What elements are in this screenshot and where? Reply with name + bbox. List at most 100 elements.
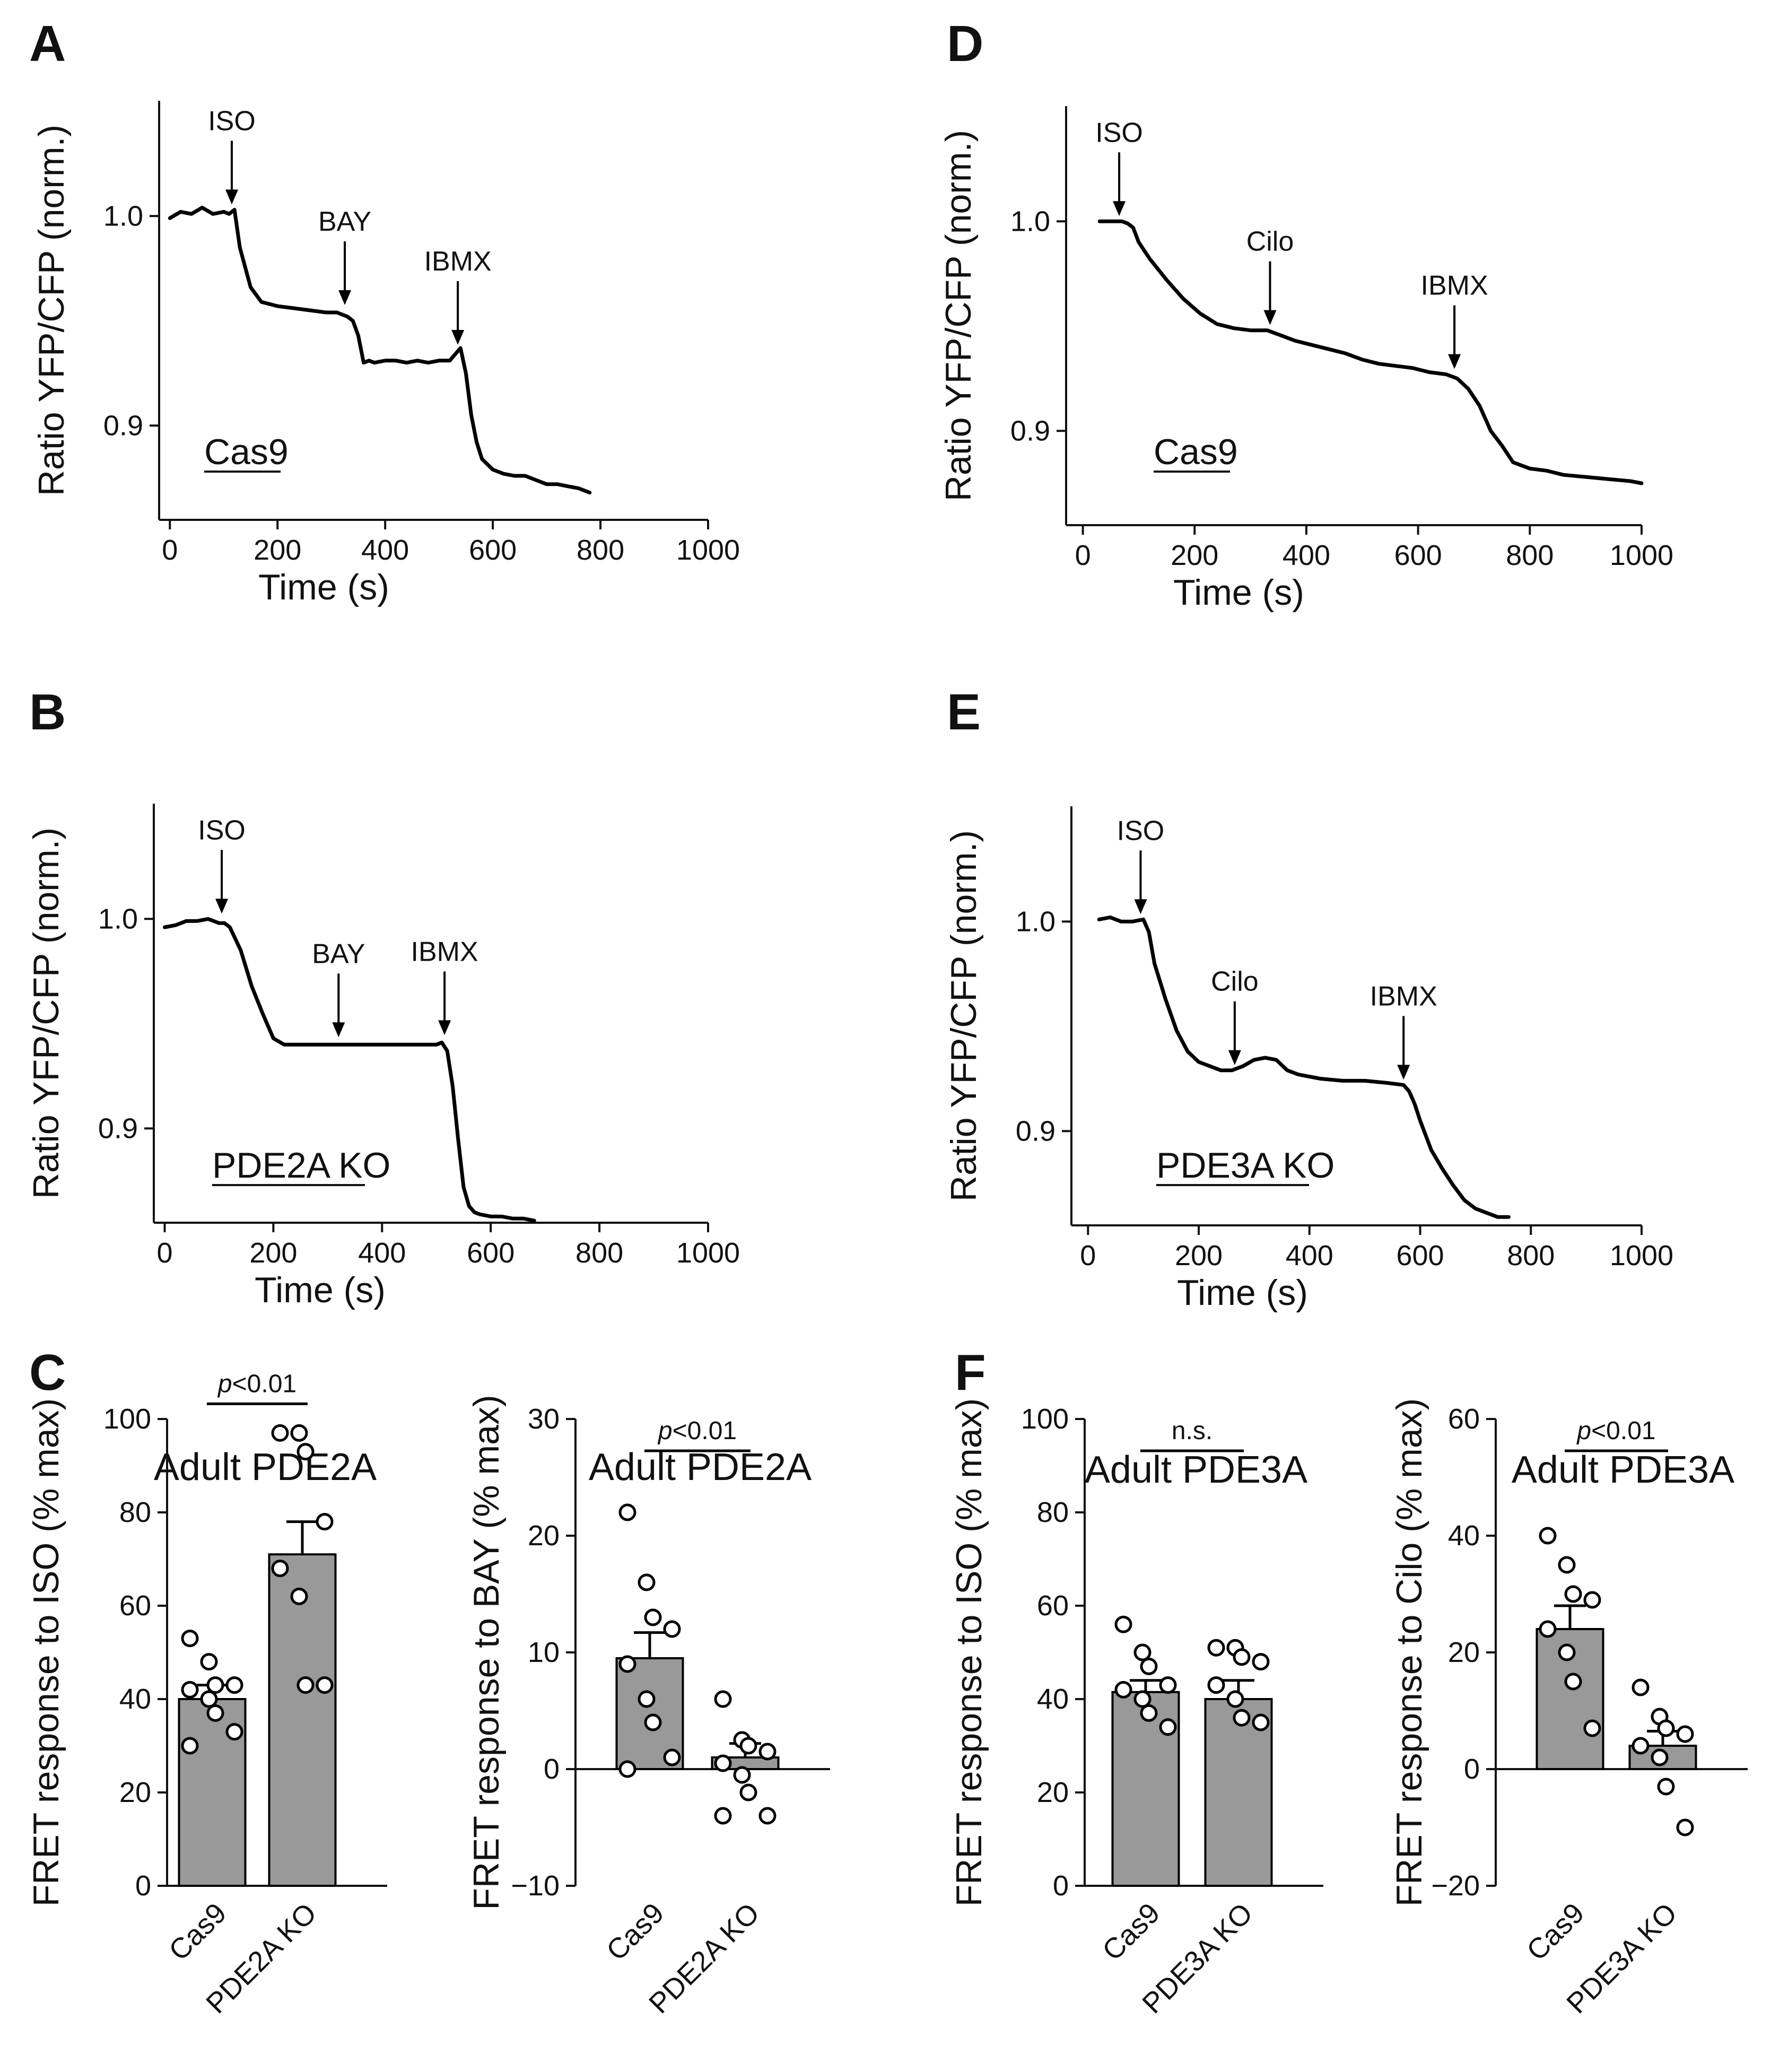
y-tick-label: 20: [528, 1520, 560, 1552]
data-point: [296, 1443, 315, 1461]
drug-label: BAY: [312, 938, 365, 969]
drug-label: Cilo: [1211, 967, 1259, 997]
condition-label: PDE3A KO: [1156, 1145, 1334, 1186]
x-tick-label: 600: [467, 1237, 514, 1269]
data-point: [1539, 1527, 1557, 1545]
panel-letter: B: [29, 684, 66, 741]
data-point: [1676, 1725, 1694, 1743]
data-point: [1657, 1778, 1675, 1796]
data-point: [714, 1807, 732, 1825]
y-tick-label: 40: [1037, 1683, 1069, 1715]
trace-line: [1097, 219, 1644, 485]
x-tick-label: 1000: [676, 1237, 740, 1269]
data-point: [225, 1676, 243, 1694]
y-axis-title: Ratio YFP/CFP (norm.): [944, 830, 984, 1202]
arrow-head: [215, 899, 229, 914]
data-point: [1207, 1676, 1225, 1694]
x-tick-label: 600: [1396, 1240, 1444, 1272]
x-tick-label: 800: [1507, 1240, 1555, 1272]
y-tick-label: 0: [544, 1753, 560, 1785]
condition-label: PDE2A KO: [212, 1145, 390, 1186]
y-axis-title: FRET response to Cilo (% max): [1389, 1398, 1429, 1907]
data-point: [181, 1737, 199, 1755]
trace-line: [1097, 915, 1511, 1219]
y-tick-label: 0.9: [1016, 1115, 1055, 1147]
significance-label: p<0.01: [1576, 1417, 1655, 1445]
data-point: [618, 1655, 636, 1673]
group-label: Cas9: [600, 1897, 670, 1967]
significance-label: p<0.01: [657, 1417, 737, 1445]
panel-c2: −10 0 10 20 30 Adult PDE2A FRET response to BA…: [466, 1395, 830, 2019]
arrow-head: [1397, 1065, 1410, 1080]
y-tick-label: 0.9: [103, 410, 143, 441]
data-point: [1207, 1639, 1225, 1657]
x-tick-label: 0: [162, 534, 178, 566]
data-point: [290, 1424, 308, 1442]
data-point: [1632, 1737, 1650, 1755]
y-axis-title: Ratio YFP/CFP (norm.): [938, 130, 979, 501]
y-tick-label: 20: [1448, 1636, 1480, 1668]
data-point: [1159, 1718, 1177, 1736]
y-tick-label: 100: [1021, 1403, 1069, 1435]
data-point: [206, 1676, 224, 1694]
y-tick-label: −20: [1431, 1870, 1480, 1902]
data-point: [618, 1503, 636, 1521]
x-tick-label: 0: [156, 1237, 172, 1269]
data-point: [1252, 1653, 1270, 1671]
drug-label: ISO: [208, 106, 256, 136]
chart-title: Adult PDE3A: [1512, 1449, 1734, 1491]
drug-label: ISO: [1095, 117, 1143, 148]
data-point: [200, 1690, 218, 1708]
data-point: [638, 1690, 656, 1708]
y-tick-label: 0.9: [98, 1112, 138, 1144]
x-axis-title: Time (s): [258, 567, 389, 607]
x-tick-label: 1000: [676, 534, 740, 566]
panel-letter: E: [947, 684, 981, 741]
data-point: [1226, 1690, 1244, 1708]
y-tick-label: 40: [1448, 1520, 1480, 1552]
panel-d: D 0 200 400 600 800 1000 0.9 1.0 Time (s) Ratio YF…: [938, 15, 1673, 613]
arrow-head: [438, 1020, 451, 1035]
data-point: [618, 1760, 636, 1778]
group-label: Cas9: [1096, 1897, 1166, 1967]
data-point: [1583, 1591, 1601, 1609]
data-point: [200, 1653, 218, 1671]
y-tick-label: 80: [119, 1496, 151, 1528]
data-point: [714, 1754, 732, 1772]
arrow-head: [1134, 899, 1147, 915]
data-point: [1564, 1673, 1582, 1691]
y-tick-label: 40: [119, 1683, 151, 1715]
data-point: [181, 1681, 199, 1699]
data-point: [733, 1766, 751, 1784]
data-point: [1558, 1556, 1576, 1574]
drug-label: IBMX: [411, 936, 478, 967]
y-tick-label: 0: [135, 1870, 151, 1902]
y-tick-label: 30: [528, 1403, 560, 1435]
condition-label: Cas9: [204, 432, 289, 472]
x-tick-label: 200: [254, 534, 301, 566]
data-point: [271, 1560, 289, 1578]
data-point: [1252, 1713, 1270, 1731]
panel-letter: D: [947, 15, 983, 72]
significance-label: p<0.01: [217, 1370, 296, 1398]
data-point: [271, 1424, 289, 1442]
panel-f1: F 0 20 40 60 80 100 Adult PDE3A FRET response to…: [949, 1344, 1323, 2019]
x-tick-label: 1000: [1610, 539, 1673, 571]
data-point: [1233, 1648, 1251, 1666]
y-tick-label: 60: [1448, 1403, 1480, 1435]
y-tick-label: 100: [103, 1403, 151, 1435]
data-point: [739, 1783, 757, 1801]
data-point: [1114, 1681, 1132, 1699]
data-point: [316, 1676, 334, 1694]
x-tick-label: 800: [1506, 539, 1554, 571]
data-point: [1140, 1704, 1158, 1722]
group-label: Cas9: [163, 1897, 233, 1967]
arrow-head: [451, 330, 465, 345]
trace-line: [168, 205, 592, 495]
x-tick-label: 400: [1283, 539, 1330, 571]
x-tick-label: 400: [1286, 1240, 1333, 1272]
data-point: [638, 1573, 656, 1591]
y-tick-label: 60: [119, 1590, 151, 1622]
drug-label: Cilo: [1246, 227, 1294, 257]
